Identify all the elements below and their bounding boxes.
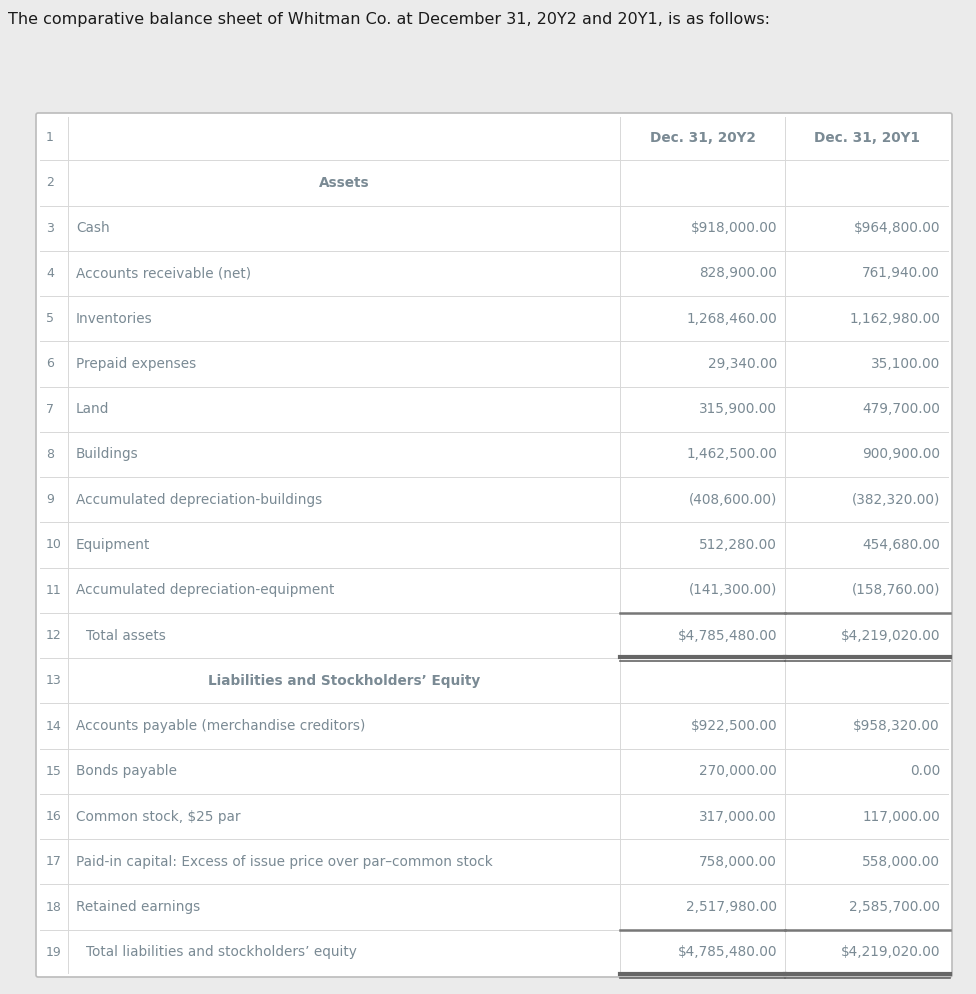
Text: 11: 11 — [46, 583, 61, 596]
Text: 900,900.00: 900,900.00 — [862, 447, 940, 461]
Text: 16: 16 — [46, 810, 61, 823]
Text: Total liabilities and stockholders’ equity: Total liabilities and stockholders’ equi… — [86, 945, 357, 959]
Text: 270,000.00: 270,000.00 — [699, 764, 777, 778]
Text: Paid-in capital: Excess of issue price over par–common stock: Paid-in capital: Excess of issue price o… — [76, 855, 493, 869]
Text: Buildings: Buildings — [76, 447, 139, 461]
Text: 512,280.00: 512,280.00 — [699, 538, 777, 552]
Text: 4: 4 — [46, 267, 54, 280]
Text: 12: 12 — [46, 629, 61, 642]
Text: Land: Land — [76, 403, 109, 416]
Text: Dec. 31, 20Y1: Dec. 31, 20Y1 — [815, 130, 920, 145]
Text: (408,600.00): (408,600.00) — [689, 493, 777, 507]
Text: Cash: Cash — [76, 221, 109, 236]
Text: 0.00: 0.00 — [910, 764, 940, 778]
Text: 828,900.00: 828,900.00 — [699, 266, 777, 280]
Text: 15: 15 — [46, 764, 61, 778]
Text: Total assets: Total assets — [86, 628, 166, 642]
Text: Assets: Assets — [319, 176, 369, 190]
Text: Accumulated depreciation-buildings: Accumulated depreciation-buildings — [76, 493, 322, 507]
Text: 2: 2 — [46, 176, 54, 190]
Text: Prepaid expenses: Prepaid expenses — [76, 357, 196, 371]
Text: 6: 6 — [46, 358, 54, 371]
Text: Common stock, $25 par: Common stock, $25 par — [76, 809, 240, 824]
Text: $4,785,480.00: $4,785,480.00 — [677, 628, 777, 642]
Text: 558,000.00: 558,000.00 — [862, 855, 940, 869]
Text: 317,000.00: 317,000.00 — [699, 809, 777, 824]
Text: 13: 13 — [46, 674, 61, 687]
Text: 2,517,980.00: 2,517,980.00 — [686, 901, 777, 914]
Text: Equipment: Equipment — [76, 538, 150, 552]
Text: Liabilities and Stockholders’ Equity: Liabilities and Stockholders’ Equity — [208, 674, 480, 688]
Text: Accounts receivable (net): Accounts receivable (net) — [76, 266, 251, 280]
Text: Dec. 31, 20Y2: Dec. 31, 20Y2 — [650, 130, 755, 145]
Text: $4,219,020.00: $4,219,020.00 — [840, 628, 940, 642]
Text: $4,219,020.00: $4,219,020.00 — [840, 945, 940, 959]
Text: (158,760.00): (158,760.00) — [851, 583, 940, 597]
Text: Bonds payable: Bonds payable — [76, 764, 177, 778]
Text: 315,900.00: 315,900.00 — [699, 403, 777, 416]
Text: 9: 9 — [46, 493, 54, 506]
Text: $4,785,480.00: $4,785,480.00 — [677, 945, 777, 959]
Text: $964,800.00: $964,800.00 — [853, 221, 940, 236]
Text: 14: 14 — [46, 720, 61, 733]
Text: $922,500.00: $922,500.00 — [690, 719, 777, 733]
Text: 2,585,700.00: 2,585,700.00 — [849, 901, 940, 914]
Text: 758,000.00: 758,000.00 — [699, 855, 777, 869]
Text: 1,268,460.00: 1,268,460.00 — [686, 312, 777, 326]
Text: 8: 8 — [46, 448, 54, 461]
Text: $918,000.00: $918,000.00 — [690, 221, 777, 236]
Text: 454,680.00: 454,680.00 — [862, 538, 940, 552]
Text: (141,300.00): (141,300.00) — [689, 583, 777, 597]
FancyBboxPatch shape — [36, 113, 952, 977]
Text: 5: 5 — [46, 312, 54, 325]
Text: (382,320.00): (382,320.00) — [852, 493, 940, 507]
Text: 117,000.00: 117,000.00 — [862, 809, 940, 824]
Text: 7: 7 — [46, 403, 54, 415]
Text: 29,340.00: 29,340.00 — [708, 357, 777, 371]
Text: The comparative balance sheet of Whitman Co. at December 31, 20Y2 and 20Y1, is a: The comparative balance sheet of Whitman… — [8, 12, 770, 27]
Text: 35,100.00: 35,100.00 — [871, 357, 940, 371]
Text: 19: 19 — [46, 946, 61, 959]
Text: 1,162,980.00: 1,162,980.00 — [849, 312, 940, 326]
Text: 18: 18 — [46, 901, 61, 913]
Text: Retained earnings: Retained earnings — [76, 901, 200, 914]
Text: 10: 10 — [46, 539, 61, 552]
Text: 1,462,500.00: 1,462,500.00 — [686, 447, 777, 461]
Text: 761,940.00: 761,940.00 — [862, 266, 940, 280]
Text: Accumulated depreciation-equipment: Accumulated depreciation-equipment — [76, 583, 335, 597]
Text: $958,320.00: $958,320.00 — [853, 719, 940, 733]
Text: 17: 17 — [46, 856, 61, 869]
Text: Inventories: Inventories — [76, 312, 153, 326]
Text: 479,700.00: 479,700.00 — [862, 403, 940, 416]
Text: 1: 1 — [46, 131, 54, 144]
Text: 3: 3 — [46, 222, 54, 235]
Text: Accounts payable (merchandise creditors): Accounts payable (merchandise creditors) — [76, 719, 365, 733]
